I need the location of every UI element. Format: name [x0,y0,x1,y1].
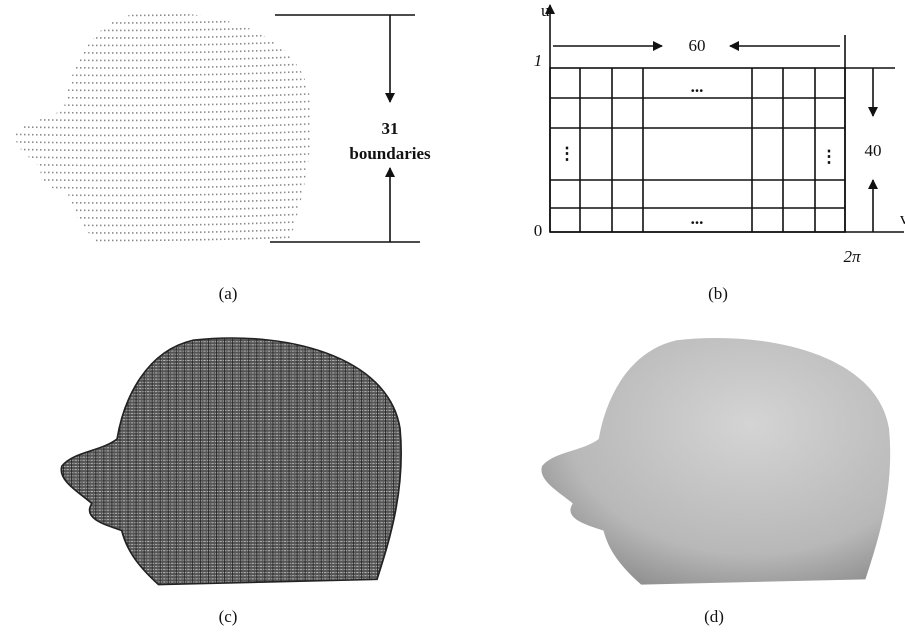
point-row [0,116,320,120]
point-row [0,19,320,23]
point-row [0,131,320,135]
point-row [0,71,320,75]
ellipsis: ⋮ [821,147,838,166]
caption: (d) [704,607,724,626]
row-count: 40 [865,141,882,160]
point-row [0,161,320,165]
axis-label: u [541,1,550,20]
point-row [0,229,320,233]
point-row [0,86,320,90]
mesh-head [61,338,401,585]
point-row [0,41,320,45]
point-row [0,64,320,68]
column-count: 60 [689,36,706,55]
point-row [0,146,320,150]
caption: (b) [708,284,728,303]
point-row [0,244,320,248]
point-row [0,139,320,143]
point-row [0,221,320,225]
axis-label: v [900,209,905,228]
u-min: 0 [534,221,543,240]
rendered-head [541,338,890,585]
point-row [0,199,320,203]
caption: (a) [219,284,238,303]
point-row [0,11,320,15]
v-max: 2π [843,247,861,266]
figure: 31 boundaries (a) u v 1 0 2π 60 40 ... .… [0,0,905,633]
point-row [0,124,320,128]
point-row [0,101,320,105]
point-row [0,154,320,158]
caption: (c) [219,607,238,626]
point-row [0,169,320,173]
point-row [0,176,320,180]
u-max: 1 [534,51,543,70]
point-cloud-head [0,11,320,248]
point-row [0,191,320,195]
boundary-label: boundaries [349,144,431,163]
ellipsis: ... [691,209,704,228]
ellipsis: ... [691,77,704,96]
point-row [0,184,320,188]
point-row [0,109,320,113]
point-row [0,34,320,38]
point-row [0,56,320,60]
ellipsis: ⋮ [559,144,576,163]
point-row [0,206,320,210]
boundary-count: 31 [382,119,399,138]
point-row [0,94,320,98]
point-row [0,49,320,53]
point-row [0,79,320,83]
point-row [0,236,320,240]
point-row [0,214,320,218]
point-row [0,26,320,30]
